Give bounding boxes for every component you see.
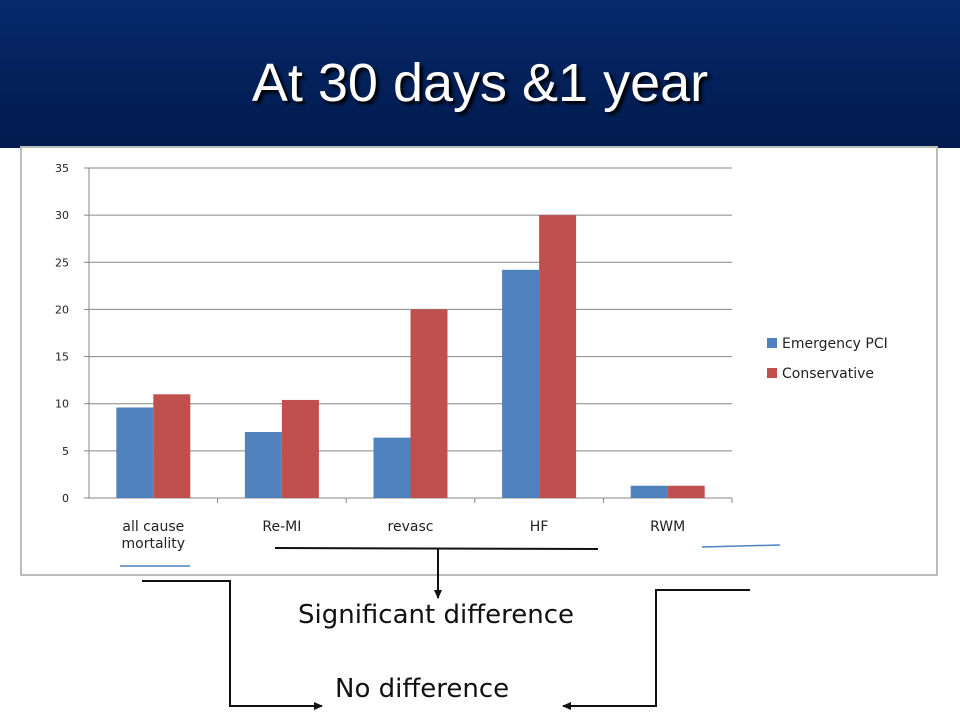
bar-conservative (281, 399, 319, 498)
y-tick-label: 5 (62, 445, 69, 458)
bar-emergency-pci (244, 432, 282, 498)
y-tick-label: 15 (55, 351, 69, 364)
arrow-no-difference-left (142, 580, 323, 710)
y-tick-label: 25 (55, 256, 69, 269)
bar-chart: 0 5 10 15 20 25 30 35 all cause mortality Re-MI rev… (55, 162, 888, 552)
y-tick-label: 30 (55, 209, 69, 222)
bar-emergency-pci (116, 407, 154, 498)
arrow-no-difference-right (562, 589, 750, 710)
bar-emergency-pci (373, 437, 411, 498)
bar-conservative (539, 215, 577, 498)
legend-label: Emergency PCI (782, 336, 888, 352)
bracket-line (274, 547, 599, 550)
no-difference-label: No difference (335, 674, 510, 704)
bar-conservative (153, 394, 191, 498)
bar-conservative (410, 309, 448, 498)
bar-conservative (667, 485, 705, 498)
x-tick-label: Re-MI (262, 519, 301, 535)
legend-label: Conservative (782, 366, 874, 382)
legend-swatch (767, 338, 777, 348)
x-tick-label: all cause mortality (122, 519, 186, 552)
legend-swatch (767, 368, 777, 378)
y-tick-label: 20 (55, 303, 69, 316)
bar-emergency-pci (502, 269, 540, 498)
underline-marker-rwm (701, 544, 781, 548)
bar-emergency-pci (630, 485, 668, 498)
x-tick-label: HF (530, 519, 549, 535)
y-tick-label: 0 (62, 492, 69, 505)
y-tick-label: 35 (55, 162, 69, 175)
x-tick-label: revasc (388, 519, 434, 535)
title-banner: At 30 days &1 year (0, 0, 960, 148)
chart-frame: 0 5 10 15 20 25 30 35 all cause mortality Re-MI rev… (20, 146, 938, 576)
significant-difference-label: Significant difference (298, 600, 574, 630)
x-tick-label: RWM (650, 519, 685, 535)
slide-title: At 30 days &1 year (251, 53, 709, 113)
y-tick-label: 10 (55, 398, 69, 411)
